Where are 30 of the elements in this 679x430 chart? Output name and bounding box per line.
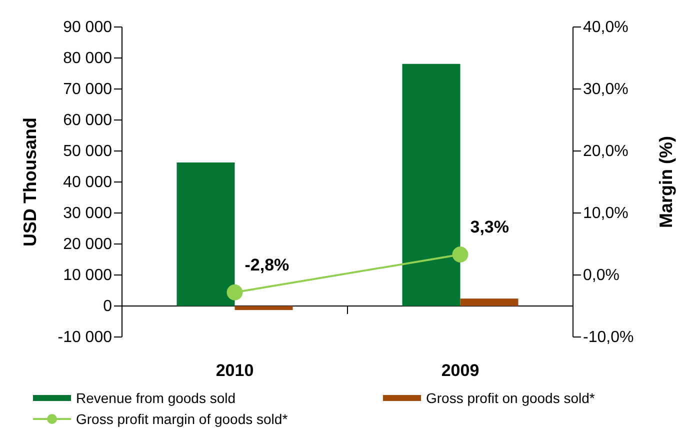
data-label: -2,8% xyxy=(244,255,290,274)
x-tick-label: 2010 xyxy=(216,361,254,380)
y-tick-label: 90 000 xyxy=(63,19,112,36)
y-tick-label: 40 000 xyxy=(63,174,112,192)
data-label: 3,3% xyxy=(470,218,509,237)
legend-label: Gross profit on goods sold* xyxy=(426,390,596,406)
legend-label: Gross profit margin of goods sold* xyxy=(76,411,288,427)
y2-tick-label: 40,0% xyxy=(583,19,628,36)
y-tick-label: 10 000 xyxy=(63,267,112,284)
bar xyxy=(402,64,460,306)
legend-label: Revenue from goods sold xyxy=(76,390,236,406)
y-tick-label: 80 000 xyxy=(63,50,112,68)
y2-tick-label: -10,0% xyxy=(583,329,634,346)
y-tick-label: 70 000 xyxy=(63,81,112,98)
x-tick-label: 2009 xyxy=(441,361,480,380)
y-tick-label: -10 000 xyxy=(58,329,112,346)
bar xyxy=(234,306,293,310)
y-tick-label: 30 000 xyxy=(63,205,112,222)
y-tick-label: 20 000 xyxy=(63,236,112,254)
y2-tick-label: 0,0% xyxy=(583,267,620,284)
y2-tick-label: 10,0% xyxy=(583,205,628,222)
y2-axis-title: Margin (%) xyxy=(656,136,676,228)
y-tick-label: 60 000 xyxy=(63,112,112,130)
bar xyxy=(176,162,235,306)
bar xyxy=(460,298,518,306)
y2-tick-label: 20,0% xyxy=(583,143,628,160)
y-tick-label: 50 000 xyxy=(63,143,112,160)
y-axis-title: USD Thousand xyxy=(20,118,40,246)
y2-tick-label: 30,0% xyxy=(583,81,628,98)
y-tick-label: 0 xyxy=(103,298,112,316)
